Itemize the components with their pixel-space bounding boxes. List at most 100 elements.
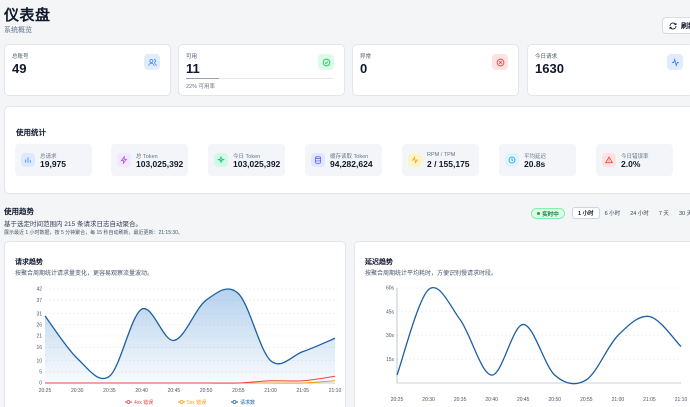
usage-value: 103,025,392	[136, 159, 184, 169]
clock-icon	[505, 153, 519, 167]
x-tick-label: 20:50	[549, 397, 562, 403]
x-tick-label: 20:50	[200, 388, 213, 394]
x-tick-label: 20:30	[71, 388, 84, 394]
range-30d-button[interactable]: 30 天	[678, 211, 690, 217]
stat-label: 异常	[360, 54, 372, 60]
live-badge: 实时中	[531, 208, 565, 219]
x-tick-label: 21:00	[264, 388, 277, 394]
series-line-latency	[396, 287, 682, 385]
database-icon	[311, 153, 325, 167]
activity-icon	[667, 54, 683, 70]
zap-icon	[117, 153, 131, 167]
usage-label: 总请求	[40, 154, 57, 160]
latency-trend-card: 延迟趋势 按聚合周期统计平均耗时，方便识别慢请求时段。 15s 30s 45s 60s…	[354, 241, 690, 407]
y-tick-label: 21	[36, 334, 42, 340]
usage-value: 20.8s	[524, 159, 546, 169]
request-chart: 0 5 10 16 21 26 31 37 42 20:25 20:30 20:35 20:40 20:4…	[36, 287, 342, 406]
range-6h-button[interactable]: 6 小时	[604, 211, 621, 217]
users-icon	[144, 54, 160, 70]
trends-meta: 展示最近 1 小时数据，按 5 分钟聚合，每 15 秒自动刷新，最近更新：21:…	[4, 230, 183, 236]
page-title: 仪表盘	[4, 7, 51, 24]
availability-note: 22% 可用率	[186, 84, 216, 90]
usage-value: 19,975	[40, 159, 66, 169]
legend-marker	[126, 400, 131, 404]
stat-card-errors: 异常 0	[352, 44, 519, 96]
y-tick-label: 60s	[386, 286, 395, 292]
range-7d-button[interactable]: 7 天	[658, 211, 669, 217]
y-tick-label: 16	[36, 345, 42, 351]
usage-title: 使用统计	[16, 128, 46, 137]
time-range-selector: 1 小时 6 小时 24 小时 7 天 30 天	[572, 206, 690, 220]
series-area-requests	[45, 288, 335, 383]
usage-card-total-requests: 总请求 19,975	[15, 144, 92, 176]
x-tick-label: 20:30	[422, 397, 435, 403]
latency-chart-title: 延迟趋势	[365, 259, 393, 266]
stat-label: 可用	[186, 54, 198, 60]
usage-label: 今日错误率	[621, 154, 649, 160]
usage-card-today-token: 今日 Token 103,025,392	[208, 144, 285, 176]
alert-circle-icon	[492, 54, 508, 70]
stat-card-today-requests: 今日请求 1630	[527, 44, 690, 96]
legend-label: 请求数	[240, 399, 255, 406]
usage-card-cache-read-token: 缓存读取 Token 94,282,624	[305, 144, 382, 176]
y-tick-label: 37	[36, 298, 42, 304]
stat-value: 1630	[535, 61, 564, 76]
x-tick-label: 20:40	[135, 388, 148, 394]
usage-card-total-token: 总 Token 103,025,392	[111, 144, 188, 176]
x-tick-label: 20:35	[103, 388, 116, 394]
x-tick-label: 20:55	[580, 397, 593, 403]
x-tick-label: 20:25	[39, 388, 52, 394]
stat-label: 总账号	[12, 54, 29, 60]
x-tick-label: 20:45	[168, 388, 181, 394]
series-line-4xx 错误	[44, 375, 336, 384]
trends-description: 基于选定时间范围内 215 条请求日志自动聚合。	[4, 221, 142, 228]
stat-label: 今日请求	[535, 54, 558, 60]
page-subtitle: 系统概览	[4, 27, 32, 34]
y-tick-label: 5	[39, 370, 42, 376]
warning-icon	[602, 153, 616, 167]
legend-marker	[232, 400, 237, 404]
latency-chart-description: 按聚合周期统计平均耗时，方便识别慢请求时段。	[365, 271, 498, 277]
usage-card-avg-latency: 平均延迟 20.8s	[499, 144, 576, 176]
range-24h-button[interactable]: 24 小时	[630, 211, 649, 217]
y-tick-label: 10	[36, 358, 42, 364]
stat-value: 49	[12, 61, 27, 76]
legend-label: 5xx 错误	[187, 399, 206, 406]
usage-label: 缓存读取 Token	[330, 154, 369, 160]
usage-label: 总 Token	[136, 154, 158, 160]
refresh-button[interactable]: 刷新	[662, 17, 690, 34]
x-tick-label: 21:05	[297, 388, 310, 394]
request-chart-description: 按聚合周期统计请求量变化，更容易观察流量波动。	[15, 271, 154, 277]
refresh-icon	[669, 22, 677, 29]
stat-value: 0	[360, 61, 368, 76]
sparkles-icon	[214, 153, 228, 167]
stat-card-total-accounts: 总账号 49	[4, 44, 171, 96]
usage-panel: 使用统计 总请求 19,975 总 Token 103,025,392 今日 T…	[4, 106, 690, 194]
availability-progress	[186, 78, 334, 79]
usage-label: 平均延迟	[524, 154, 547, 160]
x-tick-label: 21:10	[675, 397, 688, 403]
usage-value: 2 / 155,175	[427, 159, 470, 169]
legend-label: 4xx 错误	[134, 399, 153, 406]
legend-marker	[179, 400, 184, 404]
usage-card-rpm-tpm: RPM / TPM 2 / 155,175	[402, 144, 479, 176]
x-tick-label: 20:55	[232, 388, 245, 394]
x-tick-label: 21:10	[329, 388, 342, 394]
y-tick-label: 0	[39, 381, 42, 387]
usage-label: 今日 Token	[233, 154, 261, 160]
x-tick-label: 20:40	[485, 397, 498, 403]
y-tick-label: 45s	[386, 309, 395, 315]
x-tick-label: 20:25	[391, 397, 404, 403]
y-tick-label: 31	[36, 311, 42, 317]
y-tick-label: 26	[36, 323, 42, 329]
refresh-label: 刷新	[681, 22, 690, 30]
stat-card-available: 可用 11 22% 可用率	[178, 44, 345, 96]
x-tick-label: 20:45	[517, 397, 530, 403]
range-1h-button[interactable]: 1 小时	[572, 207, 600, 219]
live-label: 实时中	[542, 211, 559, 218]
usage-value: 2.0%	[621, 159, 641, 169]
x-tick-label: 20:35	[454, 397, 467, 403]
x-tick-label: 21:00	[612, 397, 625, 403]
request-trend-card: 请求趋势 按聚合周期统计请求量变化，更容易观察流量波动。 0 5 10 16 21 26 3…	[4, 241, 346, 407]
y-tick-label: 42	[36, 287, 42, 293]
